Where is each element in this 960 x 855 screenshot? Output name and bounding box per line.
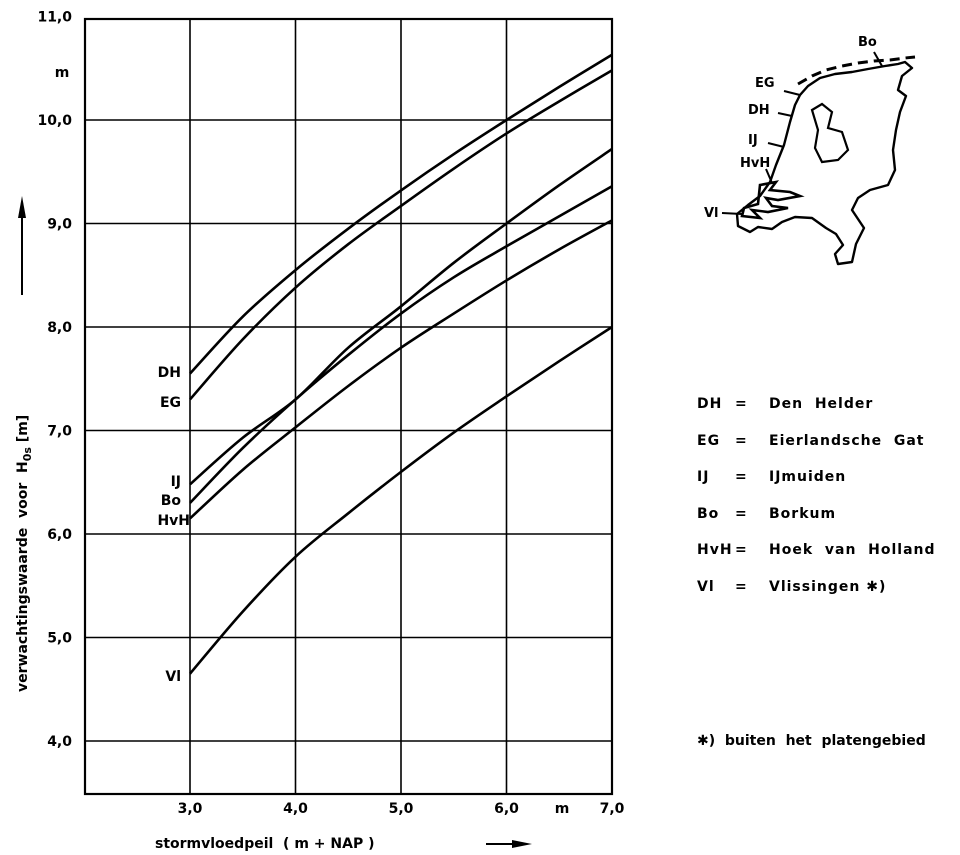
legend: DH = Den Helder EG = Eierlandsche Gat IJ = IJm… bbox=[697, 396, 936, 615]
x-axis-title: stormvloedpeil ( m + NAP ) bbox=[155, 836, 532, 852]
y-tick-label: 5,0 bbox=[47, 631, 72, 647]
series-line-bo bbox=[189, 185, 613, 504]
legend-item: IJ = IJmuiden bbox=[697, 469, 936, 506]
y-tick-label: 9,0 bbox=[47, 217, 72, 233]
x-tick-label: 5,0 bbox=[389, 801, 414, 817]
y-tick-label: 7,0 bbox=[47, 424, 72, 440]
legend-equals: = bbox=[735, 542, 748, 558]
legend-name: IJmuiden bbox=[769, 469, 847, 485]
series-label-bo: Bo bbox=[161, 493, 182, 509]
series-line-dh bbox=[189, 53, 613, 375]
legend-abbr: DH bbox=[697, 396, 723, 412]
legend-name: Borkum bbox=[769, 505, 837, 522]
x-tick-label: 3,0 bbox=[178, 801, 203, 817]
legend-equals: = bbox=[735, 505, 748, 522]
y-tick-label: 10,0 bbox=[37, 113, 72, 129]
map-label-hvh: HvH bbox=[740, 156, 770, 171]
legend-abbr: IJ bbox=[697, 469, 710, 485]
x-axis-title-text: stormvloedpeil ( m + NAP ) bbox=[155, 836, 374, 852]
legend-item: DH = Den Helder bbox=[697, 396, 936, 433]
legend-abbr: HvH bbox=[697, 542, 733, 558]
series-lines bbox=[189, 53, 613, 675]
legend-equals: = bbox=[735, 432, 748, 449]
series-line-ij bbox=[189, 147, 613, 486]
y-tick-label: 8,0 bbox=[47, 320, 72, 336]
series-line-eg bbox=[189, 69, 613, 401]
footnote: ✱) buiten het platengebied bbox=[697, 733, 926, 749]
legend-abbr: EG bbox=[697, 432, 721, 449]
location-map: Bo EG DH IJ HvH Vl bbox=[704, 35, 916, 266]
plot-frame bbox=[83, 17, 614, 796]
legend-equals: = bbox=[735, 396, 748, 412]
y-tick-labels: 4,0 5,0 6,0 7,0 8,0 9,0 10,0 11,0 bbox=[37, 10, 72, 751]
series-label-eg: EG bbox=[160, 395, 181, 411]
map-pointer-bo bbox=[873, 51, 883, 67]
y-tick-label: 6,0 bbox=[47, 527, 72, 543]
legend-equals: = bbox=[735, 578, 748, 595]
map-label-ij: IJ bbox=[748, 133, 758, 148]
legend-item: Vl = Vlissingen ✱) bbox=[697, 579, 936, 616]
y-axis-title: verwachtingswaarde voor H0s [m] bbox=[15, 196, 34, 692]
x-unit-label: m bbox=[555, 801, 570, 817]
map-delta bbox=[740, 180, 805, 220]
y-tick-label: 4,0 bbox=[47, 734, 72, 750]
y-tick-label: 11,0 bbox=[37, 10, 72, 26]
series-line-hvh bbox=[189, 219, 613, 520]
series-label-ij: IJ bbox=[171, 474, 181, 490]
legend-name: Eierlandsche Gat bbox=[769, 432, 925, 449]
x-tick-label: 4,0 bbox=[283, 801, 308, 817]
map-pointer-eg bbox=[783, 90, 801, 96]
y-axis-arrow-head bbox=[18, 196, 26, 218]
x-tick-labels: 3,0 4,0 5,0 6,0 7,0 bbox=[178, 801, 625, 817]
series-labels: DH EG IJ Bo HvH Vl bbox=[157, 365, 190, 685]
map-pointer-dh bbox=[777, 112, 793, 117]
legend-item: EG = Eierlandsche Gat bbox=[697, 433, 936, 470]
legend-item: HvH = Hoek van Holland bbox=[697, 542, 936, 579]
map-label-bo: Bo bbox=[858, 35, 877, 50]
y-unit-label: m bbox=[55, 65, 70, 81]
map-label-eg: EG bbox=[755, 76, 775, 91]
map-ijsselmeer bbox=[810, 102, 850, 164]
legend-name: Hoek van Holland bbox=[769, 542, 936, 558]
legend-name: Vlissingen ✱) bbox=[769, 578, 887, 595]
y-axis-title-text: verwachtingswaarde voor H0s [m] bbox=[15, 415, 34, 692]
x-tick-label: 6,0 bbox=[494, 801, 519, 817]
map-pointer-hvh bbox=[765, 168, 773, 184]
series-line-vl bbox=[189, 325, 613, 675]
legend-abbr: Bo bbox=[697, 505, 720, 522]
series-label-vl: Vl bbox=[165, 669, 181, 685]
map-pointer-vl bbox=[721, 212, 743, 215]
legend-abbr: Vl bbox=[697, 578, 715, 595]
x-axis-arrow-head bbox=[512, 840, 532, 848]
map-wadden-islands bbox=[797, 55, 916, 86]
legend-equals: = bbox=[735, 469, 748, 485]
legend-name: Den Helder bbox=[769, 396, 874, 412]
map-label-dh: DH bbox=[748, 103, 770, 118]
series-label-hvh: HvH bbox=[157, 513, 190, 529]
series-label-dh: DH bbox=[158, 365, 181, 381]
map-label-vl: Vl bbox=[704, 206, 719, 221]
legend-item: Bo = Borkum bbox=[697, 506, 936, 543]
x-tick-label: 7,0 bbox=[600, 801, 625, 817]
map-pointer-ij bbox=[767, 142, 785, 148]
